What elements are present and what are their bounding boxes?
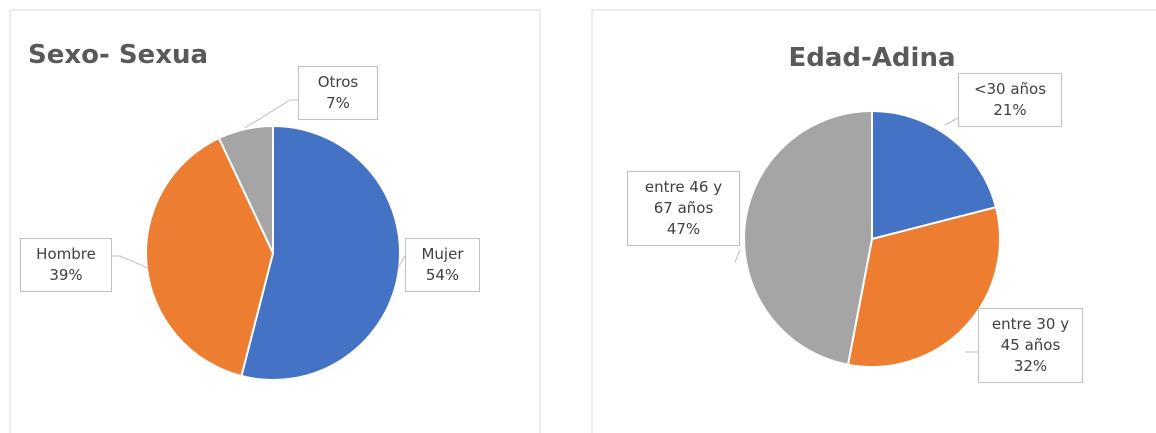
data-label-value: 21% xyxy=(993,101,1027,119)
data-label-value: 39% xyxy=(49,266,83,284)
leader-line xyxy=(944,117,959,126)
data-label-category: entre 30 y 45 años xyxy=(991,315,1070,354)
chart-title: Sexo- Sexua xyxy=(28,40,209,70)
data-label-value: 32% xyxy=(1013,357,1048,375)
data-label: entre 46 y 67 años 47% xyxy=(627,171,740,246)
pie-slice xyxy=(871,109,998,241)
data-label-value: 7% xyxy=(326,94,350,112)
data-label-category: entre 46 y 67 años xyxy=(644,178,723,217)
data-label-category: Mujer xyxy=(421,245,464,263)
leader-line xyxy=(734,249,741,263)
leader-line xyxy=(112,255,149,269)
leader-lines xyxy=(112,99,978,353)
data-label: entre 30 y 45 años 32% xyxy=(978,308,1083,383)
data-label-value: 54% xyxy=(425,266,460,284)
chart-title: Edad-Adina xyxy=(788,43,956,73)
pie-slice xyxy=(240,124,401,381)
data-label: <30 años 21% xyxy=(958,73,1062,127)
data-label: Hombre 39% xyxy=(20,238,112,292)
leader-line xyxy=(397,255,406,269)
slices xyxy=(145,109,1001,381)
pie-slice xyxy=(217,124,274,254)
pie-slice xyxy=(743,109,873,366)
data-label-category: Hombre xyxy=(36,245,96,263)
data-label: Mujer 54% xyxy=(405,238,480,292)
pie-slice xyxy=(145,136,275,378)
leader-line xyxy=(244,99,298,129)
pie-slice xyxy=(846,205,1001,368)
data-label-value: 47% xyxy=(666,220,701,238)
data-label: Otros 7% xyxy=(298,66,378,120)
data-label-category: <30 años xyxy=(973,80,1047,98)
data-label-category: Otros xyxy=(317,73,359,91)
